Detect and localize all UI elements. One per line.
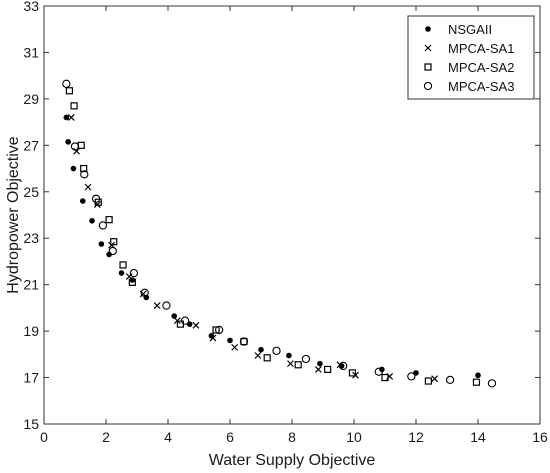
- data-point-nsgaii: [475, 372, 481, 379]
- data-point-nsgaii: [106, 251, 112, 258]
- data-point-mpca-sa3: [140, 288, 149, 297]
- data-point-mpca-sa2: [70, 102, 78, 110]
- data-point-mpca-sa2: [80, 164, 88, 173]
- data-point-mpca-sa2: [381, 373, 389, 382]
- data-point-mpca-sa3: [239, 337, 249, 346]
- data-point-nsgaii: [98, 241, 105, 247]
- data-point-mpca-sa1: [314, 366, 322, 373]
- plot-frame: [43, 5, 541, 425]
- data-point-mpca-sa3: [108, 246, 117, 256]
- legend-marker-mpca-sa3: [423, 81, 433, 91]
- x-axis-title: Water Supply Objective: [209, 452, 376, 469]
- x-tick-label: 16: [532, 429, 548, 445]
- data-point-mpca-sa2: [424, 377, 432, 385]
- legend-label-mpca-sa1: MPCA-SA1: [448, 41, 514, 56]
- data-point-mpca-sa3: [91, 194, 101, 203]
- legend: NSGAII MPCA-SA1 MPCA-SA2 MPCA-SA3: [407, 15, 535, 100]
- data-point-mpca-sa3: [62, 79, 71, 88]
- data-point-mpca-sa1: [153, 302, 161, 309]
- data-point-mpca-sa1: [209, 334, 217, 342]
- x-tick-label: 2: [102, 429, 110, 445]
- data-point-mpca-sa3: [301, 354, 311, 364]
- data-point-mpca-sa1: [231, 343, 239, 351]
- data-point-mpca-sa1: [125, 273, 133, 280]
- y-tick-label: 33: [23, 0, 39, 14]
- data-point-mpca-sa3: [272, 346, 281, 355]
- y-tick-label: 21: [23, 277, 39, 293]
- data-point-nsgaii: [317, 360, 323, 367]
- y-tick-label: 19: [23, 323, 39, 339]
- axis-ticks: 0 2 4 6 8 10 12 14 16 15 17 19 21 23 25 27 29 31 33: [23, 0, 548, 445]
- data-point-mpca-sa1: [287, 360, 294, 368]
- data-point-mpca-sa2: [128, 278, 136, 286]
- legend-label-mpca-sa3: MPCA-SA3: [448, 79, 514, 94]
- legend-label-nsgaii: NSGAII: [448, 22, 492, 37]
- x-tick-label: 6: [226, 429, 234, 445]
- data-point-mpca-sa2: [263, 354, 271, 362]
- data-point-mpca-sa1: [192, 321, 200, 329]
- legend-marker-nsgaii: [425, 26, 431, 32]
- data-point-mpca-sa3: [162, 301, 171, 310]
- data-point-mpca-sa2: [324, 365, 332, 374]
- data-point-nsgaii: [227, 337, 233, 344]
- data-point-nsgaii: [70, 165, 77, 172]
- data-point-mpca-sa3: [445, 375, 455, 385]
- data-point-mpca-sa1: [73, 147, 80, 155]
- x-tick-label: 10: [346, 429, 362, 445]
- data-point-mpca-sa3: [180, 316, 190, 325]
- data-point-mpca-sa2: [240, 337, 248, 346]
- y-tick-label: 17: [23, 370, 39, 386]
- legend-marker-mpca-sa2: [424, 63, 432, 71]
- legend-label-mpca-sa2: MPCA-SA2: [448, 60, 514, 75]
- data-point-mpca-sa2: [294, 361, 302, 369]
- data-point-mpca-sa2: [212, 326, 220, 334]
- y-tick-label: 29: [23, 91, 39, 107]
- x-tick-label: 12: [408, 429, 424, 445]
- data-point-mpca-sa2: [65, 87, 74, 95]
- data-point-mpca-sa3: [129, 268, 139, 278]
- data-point-nsgaii: [171, 313, 177, 319]
- data-point-mpca-sa1: [67, 114, 75, 121]
- data-point-mpca-sa3: [374, 367, 383, 376]
- data-point-mpca-sa2: [110, 238, 118, 246]
- x-tick-label: 14: [470, 429, 486, 445]
- y-tick-label: 31: [23, 44, 39, 60]
- y-tick-label: 23: [23, 230, 39, 246]
- data-point-mpca-sa1: [254, 352, 262, 359]
- data-point-nsgaii: [79, 198, 86, 204]
- data-point-nsgaii: [65, 139, 71, 145]
- data-point-mpca-sa3: [80, 170, 89, 179]
- data-point-nsgaii: [63, 114, 70, 121]
- data-point-mpca-sa1: [431, 375, 439, 383]
- data-point-mpca-sa2: [105, 216, 113, 224]
- data-point-nsgaii: [118, 270, 125, 276]
- x-tick-label: 8: [288, 429, 296, 445]
- y-tick-label: 27: [23, 137, 39, 153]
- data-point-nsgaii: [258, 346, 264, 353]
- legend-marker-mpca-sa1: [424, 44, 432, 52]
- data-point-mpca-sa3: [70, 142, 80, 151]
- data-point-mpca-sa3: [98, 221, 108, 230]
- x-tick-label: 0: [40, 429, 48, 445]
- x-tick-label: 4: [164, 429, 172, 445]
- y-tick-label: 25: [23, 184, 39, 200]
- data-point-mpca-sa2: [472, 378, 481, 386]
- data-point-mpca-sa3: [214, 325, 224, 335]
- data-point-nsgaii: [89, 218, 95, 224]
- data-point-mpca-sa3: [407, 372, 416, 381]
- data-point-mpca-sa2: [348, 369, 357, 377]
- data-point-mpca-sa1: [84, 183, 92, 191]
- data-point-mpca-sa2: [119, 261, 127, 269]
- data-point-nsgaii: [286, 352, 292, 359]
- data-point-mpca-sa3: [487, 379, 497, 388]
- y-tick-label: 15: [23, 416, 39, 432]
- data-point-mpca-sa3: [338, 361, 348, 371]
- data-points: [62, 79, 497, 388]
- y-axis-title: Hydropower Objective: [5, 136, 22, 294]
